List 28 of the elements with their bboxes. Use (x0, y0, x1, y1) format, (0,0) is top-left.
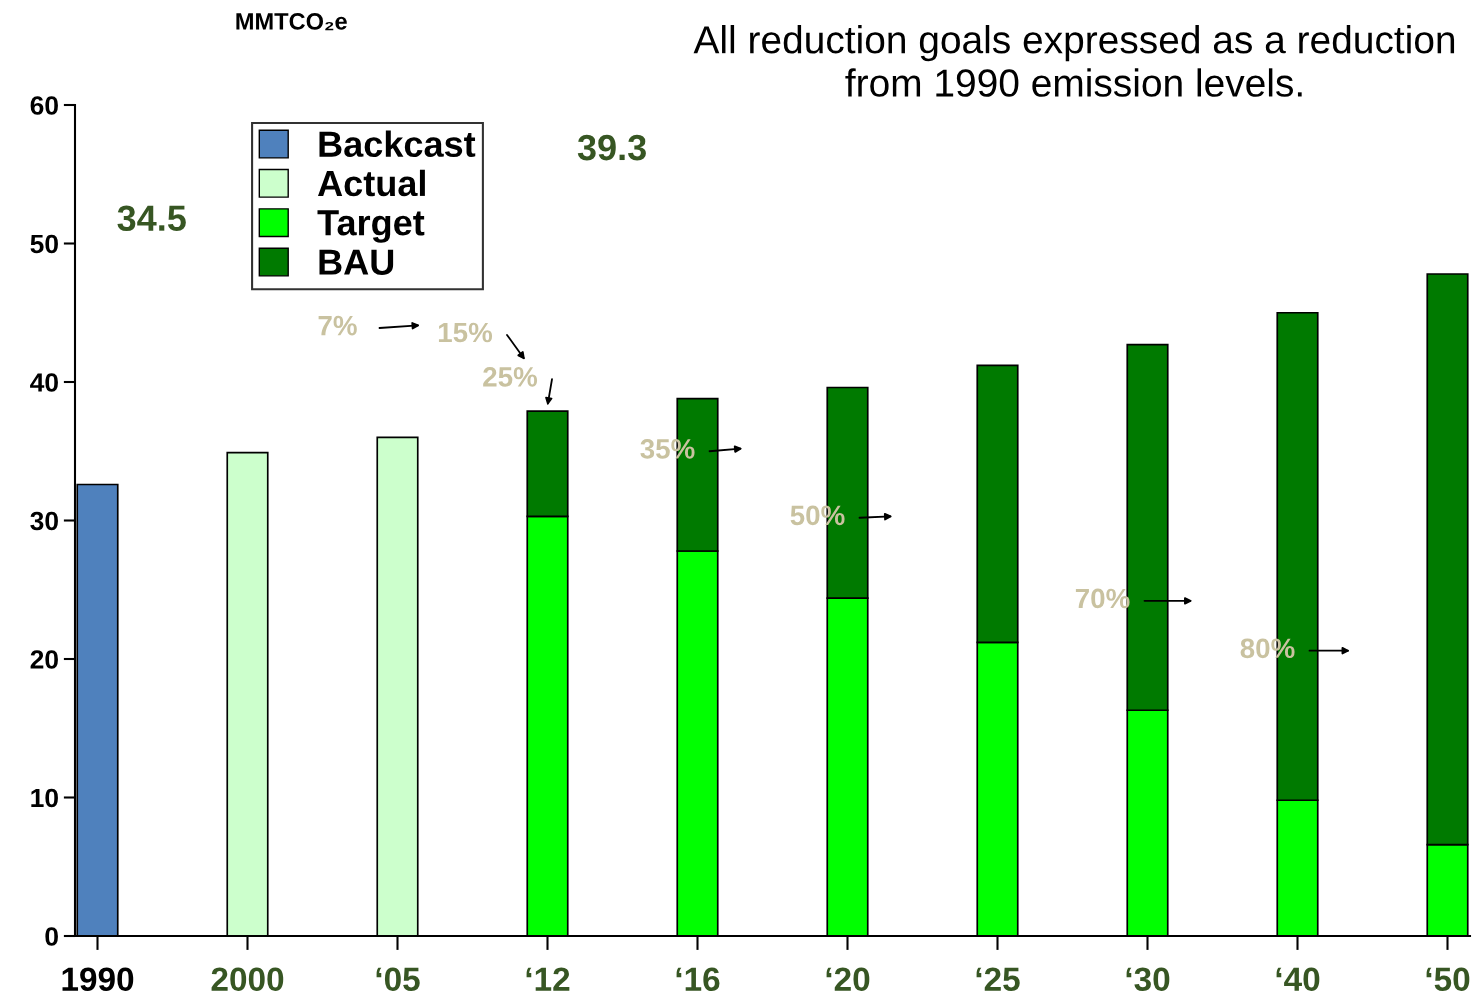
x-tick-label: ‘50 (1426, 967, 1470, 992)
x-tick-label: ‘20 (826, 967, 870, 992)
annotation: 39.3 (577, 134, 646, 161)
x-tick-label: ‘30 (1126, 967, 1170, 992)
legend-label: Backcast (319, 130, 476, 157)
legend-label: BAU (319, 249, 394, 275)
legend-label: Target (317, 210, 425, 243)
x-tick-label: 2000 (211, 967, 284, 992)
y-axis-title: MMTCO₂e (236, 12, 347, 31)
chart-title: All reduction goals expressed as a reduction from 1990 emission levels. (693, 25, 1455, 97)
y-tick-label: 10 (31, 788, 58, 808)
x-tick-label: ‘05 (376, 967, 420, 992)
x-tick-label: ‘25 (976, 967, 1020, 992)
annotation: 34.5 (117, 205, 186, 232)
annotation: 7% (318, 315, 357, 336)
x-tick-label: 1990 (62, 967, 134, 992)
y-tick-label: 30 (30, 511, 58, 531)
y-tick-label: 40 (30, 373, 58, 392)
y-tick-label: 20 (30, 650, 58, 669)
y-tick-label: 60 (30, 96, 58, 115)
y-tick-label: 0 (45, 927, 58, 946)
x-tick-label: ‘40 (1276, 967, 1320, 992)
annotation: 25% (483, 367, 538, 387)
y-tick-label: 50 (30, 234, 58, 254)
x-tick-label: ‘16 (676, 967, 720, 992)
annotation: 15% (438, 322, 493, 343)
x-tick-label: ‘12 (526, 967, 570, 991)
legend-label: Actual (317, 169, 425, 197)
